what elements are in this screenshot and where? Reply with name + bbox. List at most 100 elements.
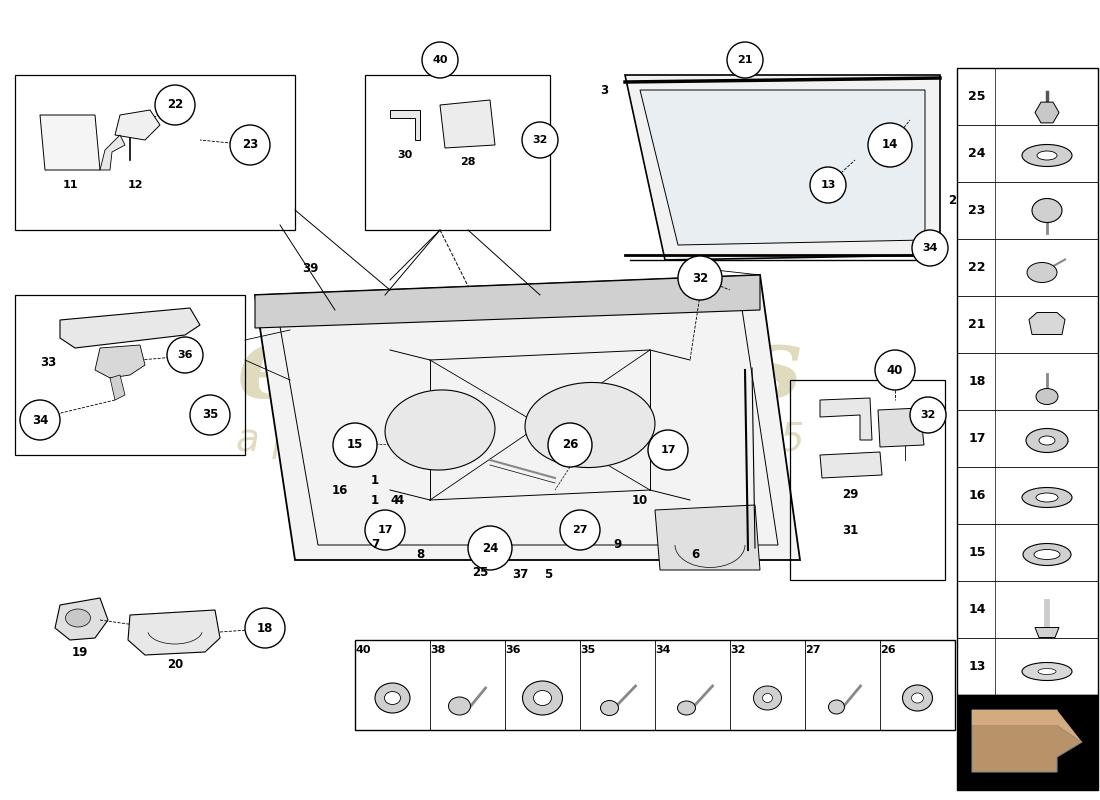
Polygon shape (654, 505, 760, 570)
Text: 22: 22 (968, 261, 986, 274)
Text: 20: 20 (167, 658, 183, 671)
Text: 13: 13 (821, 180, 836, 190)
Ellipse shape (534, 690, 551, 706)
Text: 1: 1 (371, 494, 380, 506)
Text: 24: 24 (968, 147, 986, 160)
Ellipse shape (601, 701, 618, 715)
Circle shape (190, 395, 230, 435)
Text: 38: 38 (430, 645, 446, 655)
Ellipse shape (912, 693, 924, 703)
Ellipse shape (762, 694, 772, 702)
Ellipse shape (449, 697, 471, 715)
Text: 11: 11 (63, 180, 78, 190)
Ellipse shape (385, 691, 400, 705)
Text: 33: 33 (40, 355, 56, 369)
Text: 34: 34 (656, 645, 671, 655)
Ellipse shape (1034, 550, 1060, 559)
Ellipse shape (678, 701, 695, 715)
Ellipse shape (1023, 543, 1071, 566)
Polygon shape (1035, 627, 1059, 638)
Circle shape (560, 510, 600, 550)
Circle shape (20, 400, 60, 440)
Polygon shape (820, 452, 882, 478)
Circle shape (167, 337, 204, 373)
Ellipse shape (522, 681, 562, 715)
Polygon shape (1028, 313, 1065, 334)
Ellipse shape (525, 382, 654, 467)
Text: 32: 32 (921, 410, 936, 420)
Text: 4: 4 (390, 494, 399, 506)
Circle shape (910, 397, 946, 433)
Ellipse shape (1026, 429, 1068, 453)
Text: 12: 12 (128, 180, 143, 190)
Polygon shape (100, 135, 125, 170)
Polygon shape (55, 598, 108, 640)
Polygon shape (1035, 102, 1059, 123)
Circle shape (548, 423, 592, 467)
Text: 16: 16 (968, 489, 986, 502)
Polygon shape (625, 75, 940, 260)
Text: 35: 35 (201, 409, 218, 422)
Polygon shape (440, 100, 495, 148)
Text: 17: 17 (660, 445, 675, 455)
Text: 837 01: 837 01 (999, 775, 1057, 790)
Polygon shape (255, 275, 760, 328)
Polygon shape (878, 408, 924, 447)
Text: 28: 28 (460, 157, 475, 167)
Text: 2: 2 (948, 194, 956, 206)
Text: 26: 26 (880, 645, 895, 655)
Text: 14: 14 (968, 603, 986, 616)
Text: 39: 39 (301, 262, 318, 274)
Text: 17: 17 (377, 525, 393, 535)
Polygon shape (390, 110, 420, 140)
Ellipse shape (385, 390, 495, 470)
Text: 7: 7 (371, 538, 380, 551)
Ellipse shape (375, 683, 410, 713)
Text: 37: 37 (512, 569, 528, 582)
Polygon shape (40, 115, 100, 170)
Ellipse shape (1022, 487, 1072, 507)
Polygon shape (820, 398, 872, 440)
Polygon shape (255, 275, 800, 560)
Text: 6: 6 (691, 549, 700, 562)
Text: 15: 15 (346, 438, 363, 451)
Text: 29: 29 (842, 489, 858, 502)
Ellipse shape (1036, 493, 1058, 502)
Circle shape (365, 510, 405, 550)
Circle shape (678, 256, 722, 300)
Text: 21: 21 (737, 55, 752, 65)
Text: 32: 32 (730, 645, 746, 655)
Circle shape (868, 123, 912, 167)
Ellipse shape (1027, 262, 1057, 282)
Text: 9: 9 (614, 538, 623, 551)
Text: 34: 34 (922, 243, 937, 253)
Text: 13: 13 (968, 660, 986, 673)
Text: 23: 23 (242, 138, 258, 151)
Ellipse shape (1022, 145, 1072, 166)
Circle shape (810, 167, 846, 203)
Circle shape (245, 608, 285, 648)
Circle shape (230, 125, 270, 165)
Circle shape (468, 526, 512, 570)
Text: a passion for cars since 1955: a passion for cars since 1955 (235, 421, 804, 459)
Text: 3: 3 (600, 83, 608, 97)
Circle shape (333, 423, 377, 467)
Text: 31: 31 (842, 523, 858, 537)
Circle shape (155, 85, 195, 125)
Text: 22: 22 (167, 98, 183, 111)
FancyBboxPatch shape (957, 695, 1098, 790)
Ellipse shape (66, 609, 90, 627)
Circle shape (422, 42, 458, 78)
Polygon shape (128, 610, 220, 655)
Text: 15: 15 (968, 546, 986, 559)
Text: 25: 25 (968, 90, 986, 103)
Text: 25: 25 (472, 566, 488, 578)
Ellipse shape (1040, 436, 1055, 445)
Text: 24: 24 (482, 542, 498, 554)
Ellipse shape (902, 685, 933, 711)
Text: 36: 36 (177, 350, 192, 360)
Text: 40: 40 (432, 55, 448, 65)
Text: 1: 1 (371, 474, 380, 486)
Ellipse shape (1038, 669, 1056, 674)
Ellipse shape (828, 700, 845, 714)
